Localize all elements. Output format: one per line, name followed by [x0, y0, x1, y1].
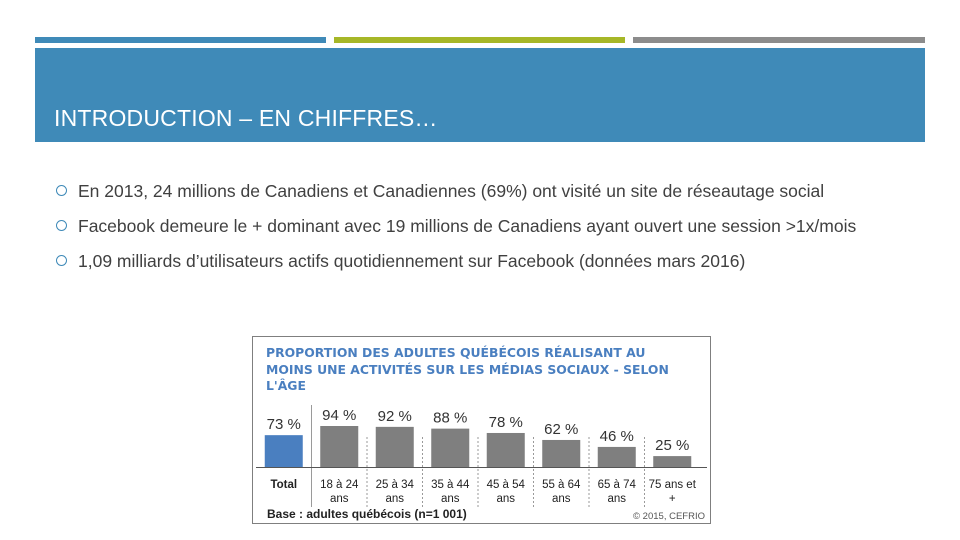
bar-0 — [264, 435, 303, 467]
bullet-list: En 2013, 24 millions de Canadiens et Can… — [56, 180, 896, 285]
category-label: ans — [385, 493, 404, 505]
bullet-text: 1,09 milliards d’utilisateurs actifs quo… — [78, 251, 746, 271]
category-label: + — [669, 493, 676, 505]
bar-5 — [542, 439, 581, 467]
hollow-circle-bullet-icon — [56, 255, 67, 266]
bar-2 — [375, 426, 414, 467]
value-label: 62 % — [544, 421, 578, 438]
bullet-item: Facebook demeure le + dominant avec 19 m… — [56, 215, 896, 238]
category-label: ans — [496, 493, 515, 505]
bullet-text: En 2013, 24 millions de Canadiens et Can… — [78, 181, 825, 201]
age-bar-chart: PROPORTION DES ADULTES QUÉBÉCOIS RÉALISA… — [252, 336, 711, 524]
bullet-item: En 2013, 24 millions de Canadiens et Can… — [56, 180, 896, 203]
accent-bar-green — [334, 37, 625, 43]
slide-title: INTRODUCTION – EN CHIFFRES… — [54, 105, 438, 131]
category-label: ans — [441, 493, 460, 505]
chart-canvas: 73 % Total 94 % 18 à 24 ans 92 % 25 à 34 ans 88 … — [256, 405, 707, 522]
base-note: Base : adultes québécois (n=1 001) — [267, 507, 467, 521]
value-label: 92 % — [378, 408, 412, 425]
bullet-item: 1,09 milliards d’utilisateurs actifs quo… — [56, 250, 896, 273]
category-label: 25 à 34 — [376, 479, 415, 491]
value-label: 46 % — [600, 428, 634, 445]
value-label: 94 % — [322, 407, 356, 424]
value-label: 73 % — [267, 416, 301, 433]
category-label: ans — [607, 493, 626, 505]
category-label: 35 à 44 — [431, 479, 470, 491]
category-label: ans — [552, 493, 571, 505]
category-label: 55 à 64 — [542, 479, 581, 491]
hollow-circle-bullet-icon — [56, 220, 67, 231]
category-label: 45 à 54 — [487, 479, 526, 491]
bar-6 — [597, 446, 636, 467]
bar-3 — [431, 428, 470, 467]
source-note: © 2015, CEFRIO — [633, 511, 705, 522]
bar-1 — [320, 426, 359, 467]
value-label: 88 % — [433, 410, 467, 427]
category-label: 18 à 24 — [320, 479, 359, 491]
title-band: INTRODUCTION – EN CHIFFRES… — [35, 48, 925, 142]
category-label: 65 à 74 — [598, 479, 637, 491]
chart-title: PROPORTION DES ADULTES QUÉBÉCOIS RÉALISA… — [266, 345, 669, 393]
value-label: 25 % — [655, 437, 689, 454]
category-label: ans — [330, 493, 349, 505]
bar-7 — [653, 456, 692, 467]
value-label: 78 % — [489, 414, 523, 431]
hollow-circle-bullet-icon — [56, 185, 67, 196]
category-label: 75 ans et — [649, 479, 697, 491]
bar-4 — [486, 432, 525, 467]
accent-bar-gray — [633, 37, 925, 43]
category-label: Total — [270, 479, 297, 491]
bullet-text: Facebook demeure le + dominant avec 19 m… — [78, 216, 857, 236]
accent-bar-blue — [35, 37, 326, 43]
